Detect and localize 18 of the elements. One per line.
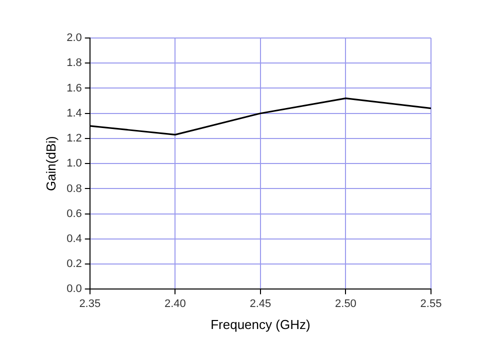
x-tick-label: 2.45 — [250, 298, 272, 310]
y-tick-label: 0.0 — [66, 283, 82, 296]
x-tick-label: 2.50 — [335, 298, 356, 310]
y-axis-title: Gain(dBi) — [43, 136, 58, 192]
y-tick-label: 1.6 — [66, 82, 82, 94]
x-axis-title: Frequency (GHz) — [210, 316, 310, 332]
x-tick-label: 2.55 — [420, 298, 442, 310]
y-tick-label: 1.2 — [66, 132, 82, 145]
y-tick-label: 1.4 — [66, 107, 82, 120]
y-tick-label: 0.4 — [66, 232, 82, 245]
y-tick-label: 1.8 — [66, 57, 82, 70]
x-tick-label: 2.40 — [164, 298, 186, 310]
y-tick-label: 0.2 — [66, 258, 82, 270]
x-tick-label: 2.35 — [79, 298, 101, 310]
y-tick-label: 1.0 — [66, 158, 82, 170]
y-tick-label: 2.0 — [66, 32, 82, 44]
y-tick-label: 0.6 — [66, 208, 82, 220]
y-tick-label: 0.8 — [66, 182, 82, 195]
